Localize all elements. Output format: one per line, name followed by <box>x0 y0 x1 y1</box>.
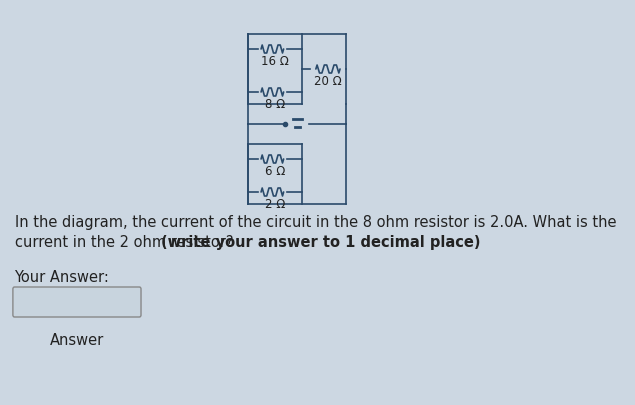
Text: 2 Ω: 2 Ω <box>265 198 285 211</box>
Text: 8 Ω: 8 Ω <box>265 98 285 111</box>
Text: In the diagram, the current of the circuit in the 8 ohm resistor is 2.0A. What i: In the diagram, the current of the circu… <box>15 215 616 230</box>
Text: 20 Ω: 20 Ω <box>314 75 342 88</box>
FancyBboxPatch shape <box>13 287 141 317</box>
Text: current in the 2 ohm resistor?: current in the 2 ohm resistor? <box>15 234 237 249</box>
Text: (write your answer to 1 decimal place): (write your answer to 1 decimal place) <box>161 234 480 249</box>
Text: 6 Ω: 6 Ω <box>265 164 285 177</box>
Text: 16 Ω: 16 Ω <box>261 55 289 68</box>
Text: Your Answer:: Your Answer: <box>15 269 109 284</box>
Text: Answer: Answer <box>50 332 104 347</box>
